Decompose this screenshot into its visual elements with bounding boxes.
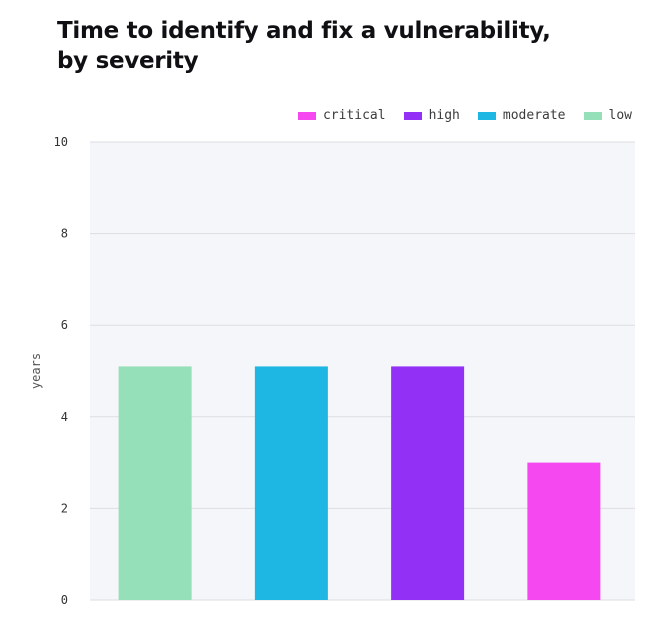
y-tick-label-0: 0 [61, 593, 68, 607]
bar-critical[interactable] [527, 462, 601, 600]
y-tick-label-6: 6 [61, 318, 68, 332]
y-axis: 0 2 4 6 8 10 [54, 135, 68, 607]
chart-title: Time to identify and fix a vulnerability… [57, 16, 551, 76]
legend-item-low[interactable]: low [583, 108, 632, 123]
bar-moderate[interactable] [254, 366, 328, 600]
legend-label-high: high [428, 108, 460, 123]
legend-swatch-critical [297, 111, 316, 120]
chart-legend: critical high moderate low [297, 108, 632, 123]
legend-item-moderate[interactable]: moderate [477, 108, 566, 123]
legend-swatch-moderate [477, 111, 496, 120]
chart-title-line-1: Time to identify and fix a vulnerability… [57, 18, 551, 44]
bar-high[interactable] [391, 366, 465, 600]
y-tick-label-2: 2 [61, 501, 68, 515]
bar-low[interactable] [118, 366, 192, 600]
legend-swatch-low [583, 111, 602, 120]
bars [118, 366, 601, 600]
y-axis-title: years [29, 353, 43, 389]
y-tick-label-10: 10 [54, 135, 68, 149]
y-tick-label-4: 4 [61, 410, 68, 424]
legend-label-moderate: moderate [502, 108, 566, 123]
y-tick-label-8: 8 [61, 227, 68, 241]
legend-item-critical[interactable]: critical [297, 108, 386, 123]
legend-label-low: low [608, 108, 632, 123]
legend-swatch-high [403, 111, 422, 120]
chart-title-line-2: by severity [57, 48, 199, 74]
legend-item-high[interactable]: high [403, 108, 460, 123]
legend-label-critical: critical [322, 108, 386, 123]
